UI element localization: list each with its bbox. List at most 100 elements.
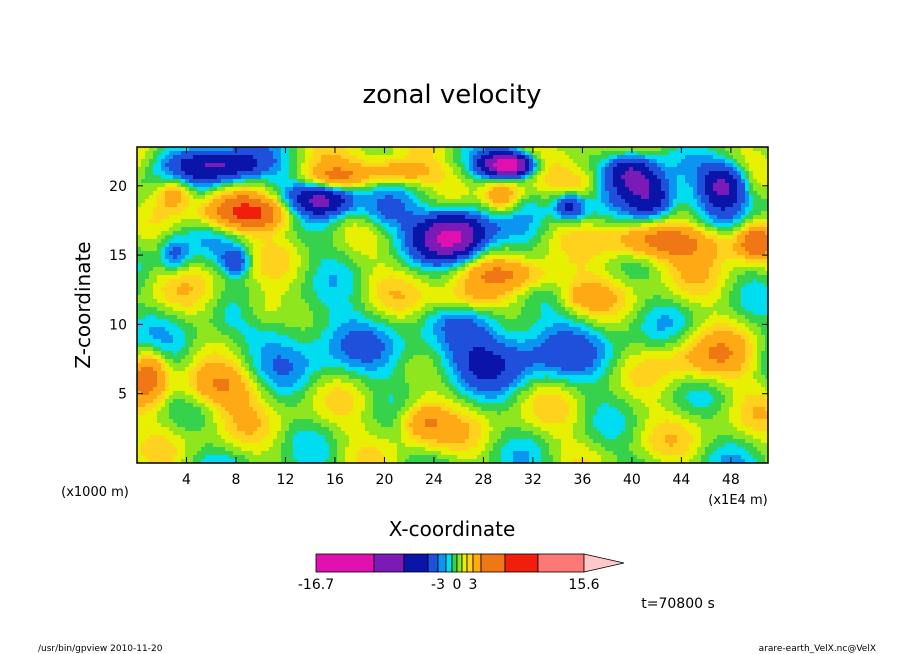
- field-cell: [421, 167, 426, 172]
- field-cell: [517, 195, 522, 200]
- field-cell: [677, 163, 682, 168]
- field-cell: [757, 175, 762, 180]
- field-cell: [189, 199, 194, 204]
- field-cell: [733, 231, 738, 236]
- field-cell: [653, 163, 658, 168]
- field-cell: [733, 263, 738, 268]
- field-cell: [225, 191, 230, 196]
- field-cell: [341, 243, 346, 248]
- field-cell: [437, 159, 442, 164]
- field-cell: [353, 171, 358, 176]
- field-cell: [637, 159, 642, 164]
- field-cell: [253, 175, 258, 180]
- field-cell: [589, 263, 594, 268]
- field-cell: [285, 199, 290, 204]
- field-cell: [233, 251, 238, 256]
- field-cell: [189, 155, 194, 160]
- field-cell: [397, 243, 402, 248]
- field-cell: [473, 247, 478, 252]
- field-cell: [137, 199, 142, 204]
- field-cell: [613, 259, 618, 264]
- field-cell: [613, 267, 618, 272]
- field-cell: [141, 219, 146, 224]
- field-cell: [377, 203, 382, 208]
- field-cell: [517, 247, 522, 252]
- field-cell: [597, 191, 602, 196]
- field-cell: [237, 255, 242, 260]
- field-cell: [277, 251, 282, 256]
- field-cell: [225, 207, 230, 212]
- field-cell: [141, 211, 146, 216]
- field-cell: [629, 151, 634, 156]
- field-cell: [625, 227, 630, 232]
- field-cell: [529, 235, 534, 240]
- field-cell: [761, 147, 766, 152]
- field-cell: [177, 175, 182, 180]
- field-cell: [397, 223, 402, 228]
- field-cell: [357, 171, 362, 176]
- field-cell: [521, 191, 526, 196]
- field-cell: [401, 259, 406, 264]
- field-cell: [633, 151, 638, 156]
- field-cell: [581, 167, 586, 172]
- field-cell: [653, 151, 658, 156]
- field-cell: [193, 171, 198, 176]
- field-cell: [229, 231, 234, 236]
- field-cell: [365, 231, 370, 236]
- field-cell: [553, 219, 558, 224]
- field-cell: [277, 239, 282, 244]
- field-cell: [697, 207, 702, 212]
- field-cell: [621, 215, 626, 220]
- field-cell: [649, 195, 654, 200]
- field-cell: [609, 155, 614, 160]
- field-cell: [269, 243, 274, 248]
- field-cell: [309, 251, 314, 256]
- field-cell: [593, 171, 598, 176]
- field-cell: [253, 247, 258, 252]
- field-cell: [713, 155, 718, 160]
- field-cell: [261, 259, 266, 264]
- field-cell: [385, 199, 390, 204]
- field-cell: [393, 179, 398, 184]
- field-cell: [145, 195, 150, 200]
- field-cell: [701, 147, 706, 152]
- field-cell: [761, 263, 766, 268]
- field-cell: [217, 239, 222, 244]
- field-cell: [649, 259, 654, 264]
- field-cell: [285, 195, 290, 200]
- field-cell: [497, 163, 502, 168]
- field-cell: [265, 151, 270, 156]
- field-cell: [165, 251, 170, 256]
- field-cell: [237, 259, 242, 264]
- field-cell: [545, 151, 550, 156]
- field-cell: [593, 231, 598, 236]
- field-cell: [237, 251, 242, 256]
- field-cell: [317, 239, 322, 244]
- field-cell: [209, 239, 214, 244]
- field-cell: [521, 179, 526, 184]
- field-cell: [149, 235, 154, 240]
- field-cell: [665, 167, 670, 172]
- field-cell: [333, 227, 338, 232]
- field-cell: [629, 223, 634, 228]
- field-cell: [281, 203, 286, 208]
- field-cell: [265, 239, 270, 244]
- field-cell: [477, 187, 482, 192]
- field-cell: [461, 159, 466, 164]
- field-cell: [249, 255, 254, 260]
- field-cell: [669, 255, 674, 260]
- field-cell: [549, 223, 554, 228]
- field-cell: [145, 199, 150, 204]
- field-cell: [753, 203, 758, 208]
- field-cell: [521, 183, 526, 188]
- field-cell: [321, 267, 326, 272]
- field-cell: [577, 255, 582, 260]
- field-cell: [361, 267, 366, 272]
- field-cell: [213, 263, 218, 268]
- field-cell: [341, 167, 346, 172]
- field-cell: [297, 259, 302, 264]
- field-cell: [577, 211, 582, 216]
- field-cell: [273, 199, 278, 204]
- field-cell: [617, 255, 622, 260]
- field-cell: [389, 159, 394, 164]
